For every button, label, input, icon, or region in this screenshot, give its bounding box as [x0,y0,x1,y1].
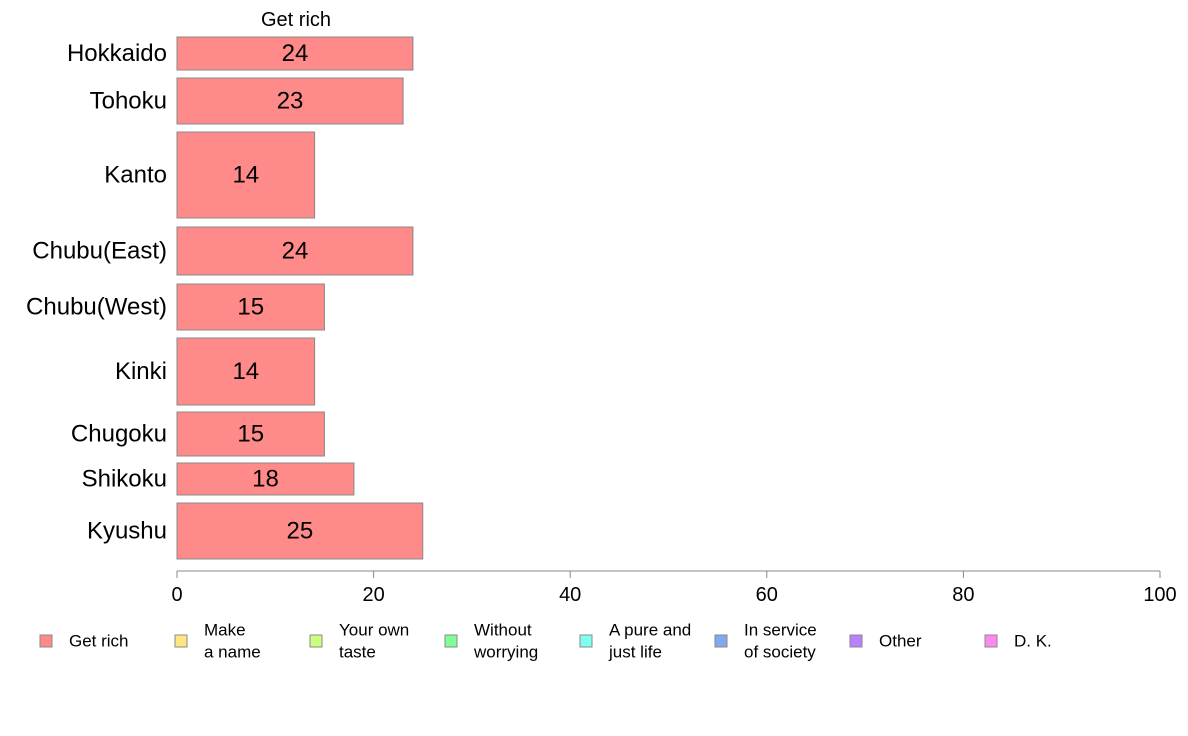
legend-swatch [849,634,863,648]
category-label-kinki: Kinki [115,358,167,385]
category-label-kanto: Kanto [104,162,167,189]
bar-tohoku-s0 [176,77,404,125]
x-tick-label: 100 [1143,584,1176,606]
legend-label: Make [204,621,246,640]
legend-label: A pure and [609,621,691,640]
x-tick-label: 40 [559,584,581,606]
category-label-chugoku: Chugoku [71,421,167,448]
bar-chubu-west-s0 [176,283,325,331]
legend-label: Get rich [69,632,129,651]
legend-entry: Make a name [174,621,261,662]
category-label-chubu-west: Chubu(West) [26,294,167,321]
legend-label: taste [339,643,376,662]
x-tick-label: 60 [756,584,778,606]
x-axis: 0 20 40 60 80 100 [171,570,1177,606]
bars: Hokkaido 24 Tohoku 23 Kanto 14 Chubu(East) 24 Ch… [26,36,424,560]
x-tick-label: 0 [171,584,182,606]
x-tick-label: 20 [362,584,384,606]
legend-entry: In service of society [714,621,817,662]
category-label-tohoku: Tohoku [90,88,167,115]
legend-label: Without [474,621,532,640]
bar-value-label-kinki: 14 [232,358,259,385]
bar-value-label-chubu-west: 15 [237,294,264,321]
legend-label: Your own [339,621,409,640]
legend-entry: A pure and just life [579,621,691,662]
legend: Get rich Make a name Your own taste Without wo… [39,621,1052,662]
legend-entry: Get rich [39,632,129,651]
bar-shikoku-s0 [176,462,355,496]
legend-swatch [444,634,458,648]
legend-label: of society [744,643,816,662]
bar-value-label-chugoku: 15 [237,421,264,448]
legend-swatch [579,634,593,648]
bar-value-label-shikoku: 18 [252,466,279,493]
category-label-kyushu: Kyushu [87,518,167,545]
bar-value-label-chubu-east: 24 [282,238,309,265]
bar-chubu-east-s0 [176,226,414,276]
bar-chugoku-s0 [176,411,325,457]
bar-value-label-hokkaido: 24 [282,40,309,67]
legend-label: a name [204,643,261,662]
legend-label: just life [608,643,662,662]
legend-entry: Without worrying [444,621,538,662]
legend-label: In service [744,621,817,640]
bar-kinki-s0 [176,337,316,406]
legend-swatch [39,634,53,648]
bar-value-label-tohoku: 23 [277,88,304,115]
legend-swatch [174,634,188,648]
series-heading: Get rich [261,9,331,31]
legend-label: D. K. [1014,632,1052,651]
bar-value-label-kyushu: 25 [287,518,314,545]
legend-swatch [309,634,323,648]
category-label-hokkaido: Hokkaido [67,40,167,67]
bar-kyushu-s0 [176,502,424,560]
category-label-shikoku: Shikoku [82,466,167,493]
legend-entry: D. K. [984,632,1052,651]
legend-label: worrying [473,643,538,662]
legend-entry: Other [849,632,922,651]
legend-swatch [714,634,728,648]
bar-value-label-kanto: 14 [232,162,259,189]
legend-entry: Your own taste [309,621,409,662]
legend-swatch [984,634,998,648]
x-tick-label: 80 [952,584,974,606]
category-label-chubu-east: Chubu(East) [32,238,167,265]
legend-label: Other [879,632,922,651]
bar-hokkaido-s0 [176,36,414,71]
bar-kanto-s0 [176,131,316,219]
